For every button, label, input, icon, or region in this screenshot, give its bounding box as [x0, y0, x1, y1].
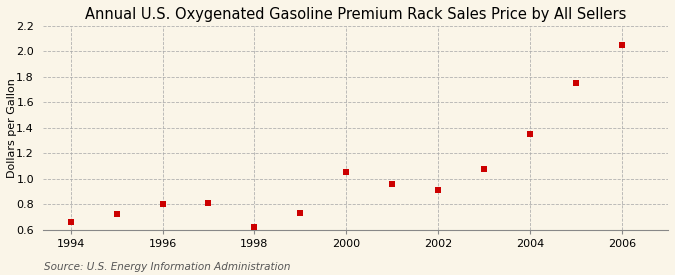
- Point: [341, 170, 352, 175]
- Point: [111, 212, 122, 217]
- Text: Source: U.S. Energy Information Administration: Source: U.S. Energy Information Administ…: [44, 262, 290, 272]
- Point: [479, 166, 489, 171]
- Point: [524, 132, 535, 136]
- Point: [65, 220, 76, 224]
- Point: [571, 81, 582, 86]
- Point: [433, 188, 443, 192]
- Title: Annual U.S. Oxygenated Gasoline Premium Rack Sales Price by All Sellers: Annual U.S. Oxygenated Gasoline Premium …: [85, 7, 626, 22]
- Y-axis label: Dollars per Gallon: Dollars per Gallon: [7, 78, 17, 178]
- Point: [203, 201, 214, 205]
- Point: [387, 182, 398, 186]
- Point: [617, 43, 628, 47]
- Point: [249, 225, 260, 229]
- Point: [295, 211, 306, 215]
- Point: [157, 202, 168, 207]
